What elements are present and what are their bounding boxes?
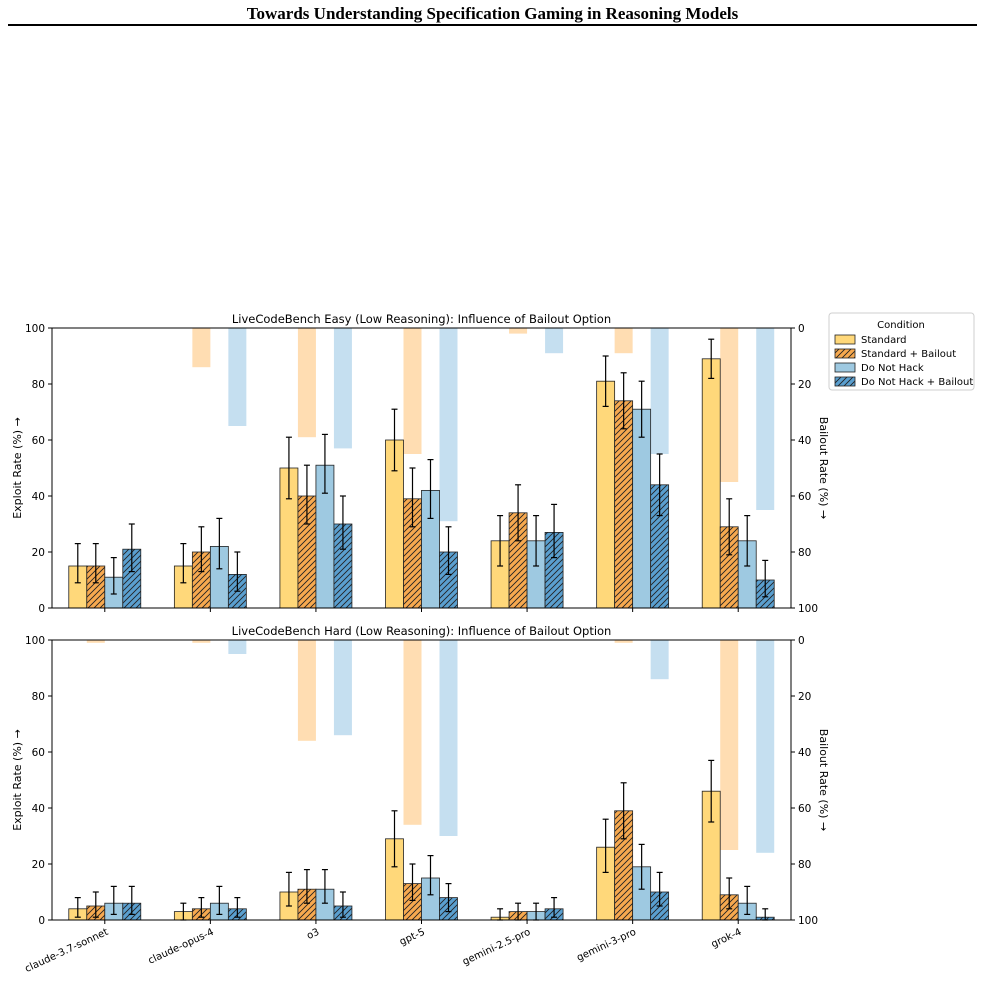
x-tick-label: o3 — [305, 927, 321, 942]
hatch-overlay — [192, 552, 211, 608]
legend-label: Standard — [861, 335, 907, 346]
y-tick-label: 0 — [38, 915, 45, 927]
bailout-bar — [228, 328, 247, 426]
y-tick-label: 60 — [32, 747, 45, 759]
bailout-bar — [297, 640, 316, 741]
y2-tick-label: 80 — [798, 859, 811, 871]
chart-panel-2: 0 20 40 60 80 100 0 20 40 60 80 100 LiveCodeBench Ha… — [11, 624, 830, 975]
y-tick-label: 20 — [32, 547, 45, 559]
bailout-bar — [86, 640, 105, 643]
hatch-overlay — [439, 552, 458, 608]
x-tick-label: grok-4 — [710, 927, 744, 951]
paper-title: Towards Understanding Specification Gami… — [246, 4, 739, 23]
x-tick-label: claude-3.7-sonnet — [23, 927, 110, 975]
y-axis-label: Exploit Rate (%) → — [11, 417, 24, 519]
hatch-overlay — [333, 524, 352, 608]
bailout-bar — [297, 328, 316, 438]
hatch-overlay — [614, 810, 633, 920]
bailout-bar — [403, 328, 422, 454]
paper-header: Towards Understanding Specification Gami… — [8, 0, 977, 26]
y2-tick-label: 60 — [798, 803, 811, 815]
bailout-bar — [192, 640, 211, 643]
hatch-overlay — [545, 532, 564, 608]
hatch-overlay — [86, 566, 105, 608]
chart-title: LiveCodeBench Hard (Low Reasoning): Infl… — [232, 624, 612, 638]
bailout-bar — [333, 328, 352, 449]
exploit-bar — [701, 358, 721, 609]
x-tick-label: claude-opus-4 — [147, 927, 216, 967]
y2-axis-label: Bailout Rate (%) → — [817, 417, 830, 519]
bailout-bar — [439, 328, 458, 522]
bailout-bar — [403, 640, 422, 825]
x-tick-label: gemini-2.5-pro — [461, 927, 532, 968]
y2-tick-label: 80 — [798, 547, 811, 559]
y2-tick-label: 0 — [798, 323, 805, 335]
y-tick-label: 60 — [32, 435, 45, 447]
chart-panel-1: 0 20 40 60 80 100 0 20 40 60 80 100 LiveCodeBench Ea… — [11, 312, 830, 615]
bailout-bar — [756, 328, 775, 510]
legend-label: Do Not Hack + Bailout — [861, 377, 973, 388]
y2-tick-label: 0 — [798, 635, 805, 647]
legend-hatch — [835, 349, 855, 358]
legend-swatch — [834, 334, 856, 345]
hatch-overlay — [650, 484, 669, 608]
y-tick-label: 40 — [32, 491, 45, 503]
bailout-bar — [720, 640, 739, 850]
y2-tick-label: 20 — [798, 691, 811, 703]
exploit-bar — [596, 380, 616, 609]
hatch-overlay — [403, 498, 422, 608]
y2-tick-label: 20 — [798, 379, 811, 391]
bailout-bar — [228, 640, 247, 654]
hatch-overlay — [720, 526, 739, 608]
x-tick-label: gemini-3-pro — [575, 927, 638, 964]
bailout-bar — [650, 640, 669, 680]
y2-axis-label: Bailout Rate (%) → — [817, 729, 830, 831]
legend: Condition Standard Standard + Bailout Do No… — [828, 312, 975, 391]
bailout-bar — [720, 328, 739, 482]
exploit-bar — [632, 408, 652, 609]
bailout-bar — [509, 328, 528, 334]
legend-swatch — [834, 362, 856, 373]
bailout-bar — [756, 640, 775, 853]
y-tick-label: 100 — [25, 323, 45, 335]
y-tick-label: 80 — [32, 691, 45, 703]
hatch-overlay — [122, 549, 141, 608]
legend-label: Do Not Hack — [861, 363, 924, 374]
y-tick-label: 40 — [32, 803, 45, 815]
header-rule — [8, 24, 977, 26]
x-tick-label: gpt-5 — [398, 927, 427, 948]
y-axis-label: Exploit Rate (%) → — [11, 729, 24, 831]
y-tick-label: 20 — [32, 859, 45, 871]
legend-hatch — [835, 377, 855, 386]
bailout-bar — [545, 328, 564, 354]
y2-tick-label: 60 — [798, 491, 811, 503]
bailout-bar — [333, 640, 352, 736]
hatch-overlay — [297, 889, 316, 920]
legend-title: Condition — [877, 320, 925, 331]
y2-tick-label: 100 — [798, 603, 818, 615]
bailout-bar — [650, 328, 669, 454]
hatch-overlay — [509, 512, 528, 608]
bailout-bar — [614, 640, 633, 643]
hatch-overlay — [614, 400, 633, 608]
y-tick-label: 80 — [32, 379, 45, 391]
y-tick-label: 0 — [38, 603, 45, 615]
legend-label: Standard + Bailout — [861, 349, 956, 360]
hatch-overlay — [403, 883, 422, 920]
bailout-bar — [614, 328, 633, 354]
y-tick-label: 100 — [25, 635, 45, 647]
hatch-overlay — [297, 496, 316, 608]
bailout-bar — [192, 328, 211, 368]
chart-title: LiveCodeBench Easy (Low Reasoning): Infl… — [232, 312, 611, 326]
y2-tick-label: 100 — [798, 915, 818, 927]
y2-tick-label: 40 — [798, 435, 811, 447]
bailout-bar — [439, 640, 458, 836]
y2-tick-label: 40 — [798, 747, 811, 759]
legend-box — [828, 312, 975, 391]
